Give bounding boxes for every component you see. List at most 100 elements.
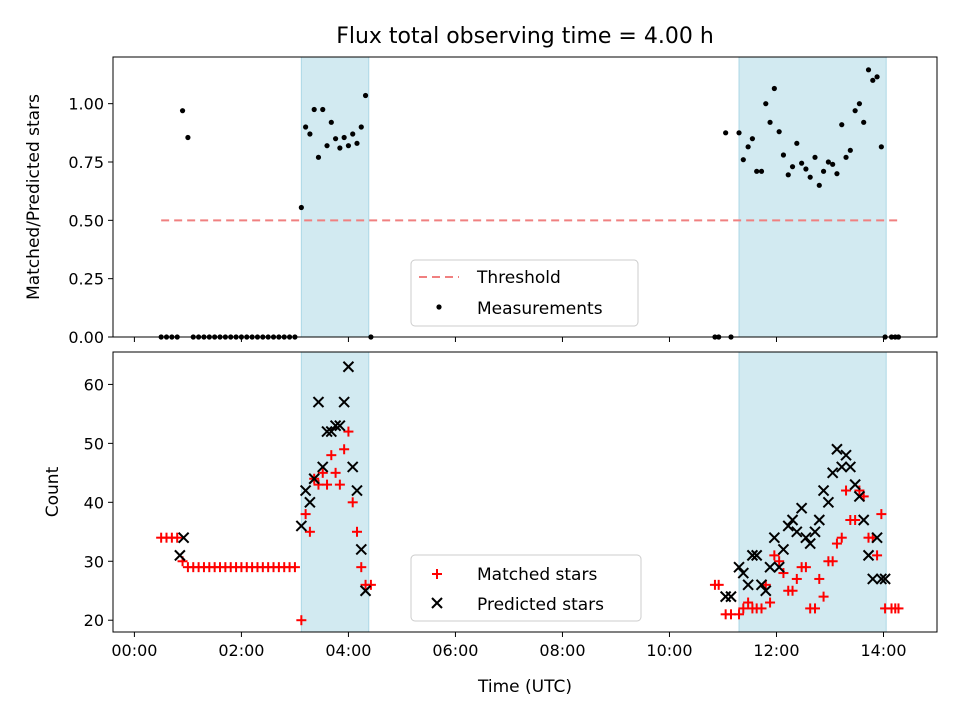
- measurement-point: [320, 106, 326, 113]
- cross-b: [822, 496, 835, 509]
- predicted-star-marker: [844, 461, 857, 473]
- cross-b: [871, 531, 883, 544]
- cross-b: [299, 484, 312, 497]
- measurement-point: [341, 134, 347, 141]
- measurement-point: [834, 171, 840, 177]
- cross-b: [746, 549, 759, 562]
- matched-star-marker: [800, 562, 811, 573]
- measurement-point: [763, 101, 769, 107]
- shaded-interval-0: [300, 56, 370, 338]
- matched-star-marker: [876, 509, 887, 520]
- x-tick-label: 12:00: [753, 641, 799, 660]
- cross-b: [773, 561, 785, 573]
- matched-star-marker: [769, 550, 780, 561]
- predicted-star-marker: [862, 549, 875, 562]
- measurement-point: [847, 147, 853, 153]
- matched-star-marker: [334, 479, 345, 490]
- measurement-point: [298, 204, 304, 211]
- predicted-star-marker: [813, 514, 825, 526]
- cross-b: [768, 531, 781, 544]
- cross-b: [862, 549, 875, 562]
- cross-b: [359, 585, 372, 597]
- cross-b: [853, 490, 866, 503]
- matched-star-marker: [850, 515, 861, 525]
- predicted-star-marker: [804, 537, 816, 550]
- measurement-point: [758, 168, 765, 174]
- measurement-point: [799, 160, 805, 166]
- measurement-point: [878, 144, 884, 150]
- cross-b: [764, 561, 776, 573]
- predicted-star-marker: [431, 597, 443, 609]
- predicted-star-marker: [342, 361, 355, 373]
- predicted-star-marker: [849, 478, 861, 491]
- matched-star-marker: [347, 497, 358, 508]
- predicted-star-marker: [329, 419, 342, 432]
- cross-b: [786, 514, 799, 526]
- measurement-point: [723, 130, 729, 136]
- bottom-axes-frame: [112, 351, 938, 633]
- matched-star-marker: [326, 450, 337, 461]
- measurement-point: [874, 74, 880, 80]
- matched-star-marker: [841, 485, 852, 496]
- measurement-point: [856, 101, 863, 107]
- cross-b: [733, 561, 745, 573]
- measurement-point: [789, 164, 796, 170]
- predicted-star-marker: [809, 526, 821, 538]
- predicted-star-marker: [295, 520, 308, 532]
- predicted-star-marker: [768, 531, 781, 544]
- legend-measurement-swatch: [436, 304, 442, 310]
- measurement-point: [803, 166, 809, 172]
- measurement-point: [767, 119, 773, 125]
- predicted-star-marker: [826, 467, 839, 479]
- predicted-star-marker: [733, 561, 745, 573]
- predicted-star-marker: [177, 531, 190, 544]
- measurement-point: [315, 154, 322, 160]
- measurement-point: [179, 108, 186, 114]
- cross-b: [174, 549, 186, 562]
- matched-star-marker: [296, 615, 307, 626]
- matched-star-marker: [831, 538, 842, 549]
- predicted-star-marker: [773, 561, 785, 573]
- cross-b: [338, 396, 350, 408]
- bottom-axes-ticks: 20 30 40 50 60 00:00 02:00 04:00 06:00 08:00 10:00…: [84, 375, 907, 660]
- predicted-star-marker: [836, 461, 848, 473]
- top-axes-frame: [112, 56, 938, 338]
- measurement-point: [861, 119, 867, 125]
- measurement-point: [745, 144, 751, 150]
- cross-b: [755, 579, 768, 591]
- predicted-star-marker: [879, 573, 891, 585]
- predicted-star-marker: [725, 590, 737, 603]
- legend-matched-label: Matched stars: [477, 565, 597, 585]
- matched-star-marker: [432, 569, 442, 579]
- matched-star-marker: [774, 556, 785, 567]
- predicted-star-marker: [312, 396, 325, 408]
- matched-star-marker: [738, 603, 749, 614]
- predicted-star-marker: [304, 496, 316, 509]
- predicted-star-marker: [831, 443, 843, 455]
- predicted-star-marker: [750, 549, 763, 562]
- matched-star-marker: [343, 426, 354, 437]
- matched-star-marker: [313, 479, 324, 490]
- x-tick-label: 00:00: [111, 641, 157, 660]
- y-tick-label: 1.00: [68, 95, 104, 114]
- measurement-point: [776, 129, 782, 135]
- matched-star-marker: [818, 591, 829, 602]
- measurement-point: [771, 85, 777, 92]
- cross-b: [347, 461, 359, 473]
- predicted-star-marker: [857, 514, 870, 526]
- matched-star-marker: [827, 556, 838, 567]
- matched-star-marker: [330, 467, 341, 478]
- matched-star-marker: [854, 485, 865, 496]
- measurement-point: [328, 119, 334, 125]
- predicted-star-marker: [317, 461, 329, 473]
- predicted-star-marker: [755, 579, 768, 591]
- measurement-point: [785, 172, 791, 178]
- cross-b: [831, 443, 843, 455]
- measurement-point: [350, 131, 356, 137]
- measurement-point: [362, 92, 369, 99]
- measurement-point: [843, 154, 849, 160]
- x-tick-label: 08:00: [539, 641, 585, 660]
- measurement-point: [332, 136, 339, 142]
- matched-star-marker: [322, 479, 333, 490]
- predicted-star-marker: [786, 514, 799, 526]
